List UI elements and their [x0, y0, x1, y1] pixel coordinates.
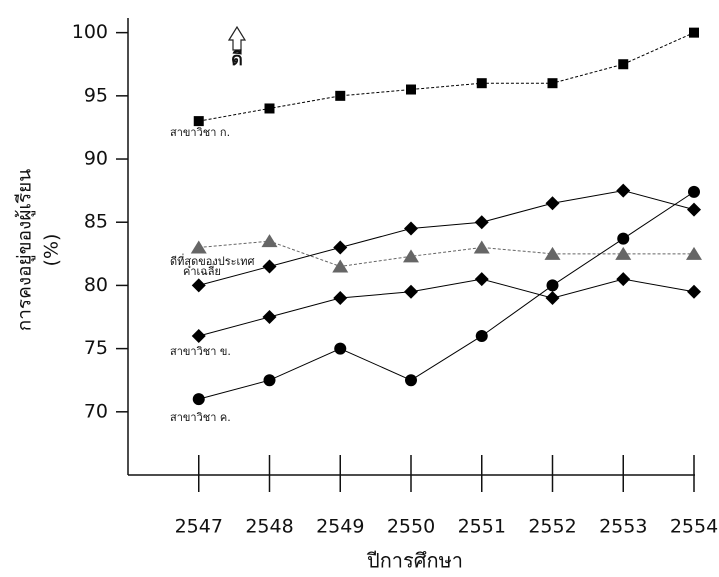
marker	[616, 272, 630, 286]
y-tick-label: 85	[84, 211, 108, 233]
marker	[194, 116, 204, 126]
marker	[404, 285, 418, 299]
series-label: สาขาวิชา ข.	[170, 345, 231, 358]
y-tick-label: 100	[72, 21, 108, 43]
marker	[262, 234, 278, 247]
marker	[405, 374, 417, 386]
chart: ดี การคงอยู่ของผู้เรียน (%) ปีการศึกษา 7…	[0, 0, 719, 577]
marker	[475, 272, 489, 286]
marker	[406, 85, 416, 95]
marker	[335, 91, 345, 101]
marker	[546, 196, 560, 210]
x-tick-label: 2551	[458, 516, 506, 538]
marker	[616, 184, 630, 198]
y-tick-label: 75	[84, 337, 108, 359]
marker	[547, 279, 559, 291]
marker	[476, 330, 488, 342]
x-axis-label: ปีการศึกษา	[367, 549, 463, 573]
marker	[264, 374, 276, 386]
y-tick-label: 95	[84, 84, 108, 106]
y-tick-label: 80	[84, 274, 108, 296]
marker	[334, 343, 346, 355]
marker	[477, 78, 487, 88]
marker	[617, 233, 629, 245]
marker	[688, 186, 700, 198]
x-tick-label: 2554	[670, 516, 718, 538]
y-tick-label: 70	[84, 400, 108, 422]
marker	[192, 278, 206, 292]
series-label: ค่าเฉลี่ย	[183, 263, 221, 278]
marker	[263, 259, 277, 273]
series-label: สาขาวิชา ก.	[170, 126, 230, 139]
marker	[546, 291, 560, 305]
x-tick-label: 2552	[528, 516, 576, 538]
marker	[687, 285, 701, 299]
marker	[687, 203, 701, 217]
marker	[475, 215, 489, 229]
x-tick-label: 2548	[245, 516, 293, 538]
y-tick-label: 90	[84, 148, 108, 170]
marker	[689, 28, 699, 38]
series-line	[199, 279, 694, 336]
marker	[403, 249, 419, 262]
marker	[404, 222, 418, 236]
marker	[193, 393, 205, 405]
marker	[263, 310, 277, 324]
x-tick-label: 2553	[599, 516, 647, 538]
marker	[333, 241, 347, 255]
marker	[192, 329, 206, 343]
x-tick-label: 2547	[175, 516, 223, 538]
x-tick-label: 2550	[387, 516, 435, 538]
arrow-icon	[229, 27, 245, 50]
marker	[618, 59, 628, 69]
marker	[548, 78, 558, 88]
annotation: ดี	[231, 49, 243, 70]
series-line	[199, 192, 694, 399]
series-label: สาขาวิชา ค.	[170, 411, 231, 424]
marker	[474, 241, 490, 254]
y-axis-label: (%)	[41, 234, 63, 267]
marker	[333, 291, 347, 305]
marker	[265, 103, 275, 113]
y-axis-label: การคงอยู่ของผู้เรียน	[14, 169, 36, 332]
x-tick-label: 2549	[316, 516, 364, 538]
